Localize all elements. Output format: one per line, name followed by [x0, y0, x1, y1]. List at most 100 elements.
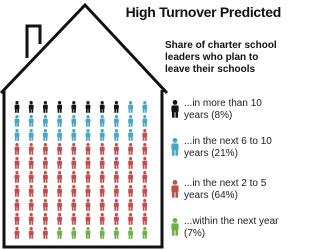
icon-leg: [88, 123, 90, 127]
icon-body: [57, 161, 62, 166]
person-icon: [71, 171, 76, 183]
icon-leg: [117, 235, 119, 239]
person-icon: [15, 157, 20, 169]
icon-head: [143, 199, 146, 202]
icon-head: [101, 213, 104, 216]
icon-leg: [17, 165, 19, 169]
icon-body: [128, 203, 133, 208]
person-icon: [43, 115, 48, 127]
icon-leg: [32, 165, 34, 169]
person-icon: [29, 101, 34, 113]
person-icon: [86, 213, 91, 225]
icon-leg: [29, 235, 31, 239]
icon-head: [72, 171, 75, 174]
icon-leg: [88, 221, 90, 225]
icon-leg: [100, 193, 102, 197]
icon-head: [143, 101, 146, 104]
icon-head: [115, 129, 118, 132]
icon-leg: [46, 109, 48, 113]
icon-head: [58, 185, 61, 188]
icon-leg: [145, 235, 147, 239]
icon-body: [100, 105, 105, 110]
icon-leg: [15, 235, 17, 239]
icon-leg: [72, 109, 74, 113]
icon-body: [128, 133, 133, 138]
icon-leg: [60, 137, 62, 141]
person-icon: [86, 129, 91, 141]
person-icon: [71, 143, 76, 155]
icon-head: [143, 171, 146, 174]
icon-body: [171, 143, 178, 150]
icon-leg: [15, 123, 17, 127]
icon-leg: [29, 165, 31, 169]
icon-leg: [29, 137, 31, 141]
person-icon: [43, 101, 48, 113]
icon-leg: [114, 179, 116, 183]
icon-leg: [100, 207, 102, 211]
icon-head: [101, 157, 104, 160]
icon-leg: [88, 179, 90, 183]
icon-leg: [17, 207, 19, 211]
icon-leg: [58, 123, 60, 127]
icon-leg: [129, 165, 131, 169]
icon-body: [86, 105, 91, 110]
icon-head: [44, 129, 47, 132]
icon-body: [100, 147, 105, 152]
icon-group: [15, 101, 119, 113]
icon-head: [115, 185, 118, 188]
icon-body: [29, 133, 34, 138]
icon-body: [100, 203, 105, 208]
icon-body: [100, 175, 105, 180]
icon-leg: [175, 149, 178, 155]
icon-leg: [60, 165, 62, 169]
icon-leg: [143, 123, 145, 127]
person-icon: [29, 143, 34, 155]
icon-head: [72, 227, 75, 230]
person-icon: [71, 129, 76, 141]
person-icon: [15, 101, 20, 113]
icon-leg: [117, 123, 119, 127]
icon-leg: [43, 207, 45, 211]
icon-leg: [60, 151, 62, 155]
icon-body: [142, 175, 147, 180]
person-icon: [15, 115, 20, 127]
person-icon: [128, 171, 133, 183]
person-icon: [142, 213, 147, 225]
icon-leg: [43, 109, 45, 113]
icon-body: [142, 147, 147, 152]
icon-leg: [72, 235, 74, 239]
icon-body: [57, 147, 62, 152]
icon-leg: [143, 109, 145, 113]
icon-head: [86, 171, 89, 174]
chart-subtitle: Share of charter school leaders who plan…: [165, 40, 283, 76]
icon-head: [101, 101, 104, 104]
icon-head: [44, 143, 47, 146]
person-icon: [114, 185, 119, 197]
person-icon: [128, 101, 133, 113]
person-icon: [43, 227, 48, 239]
icon-body: [142, 203, 147, 208]
icon-head: [15, 157, 18, 160]
icon-body: [29, 147, 34, 152]
icon-leg: [60, 193, 62, 197]
person-icon: [128, 199, 133, 211]
chart: [0, 0, 283, 250]
icon-leg: [117, 179, 119, 183]
icon-leg: [58, 109, 60, 113]
icon-body: [114, 189, 119, 194]
icon-body: [43, 161, 48, 166]
icon-leg: [74, 151, 76, 155]
icon-leg: [29, 179, 31, 183]
icon-head: [143, 227, 146, 230]
icon-leg: [46, 221, 48, 225]
person-icon: [171, 138, 178, 156]
person-icon: [86, 227, 91, 239]
icon-head: [44, 171, 47, 174]
icon-body: [15, 189, 20, 194]
icon-head: [30, 115, 33, 118]
icon-leg: [88, 137, 90, 141]
icon-leg: [100, 123, 102, 127]
person-icon: [171, 180, 178, 198]
icon-leg: [117, 221, 119, 225]
icon-leg: [43, 151, 45, 155]
